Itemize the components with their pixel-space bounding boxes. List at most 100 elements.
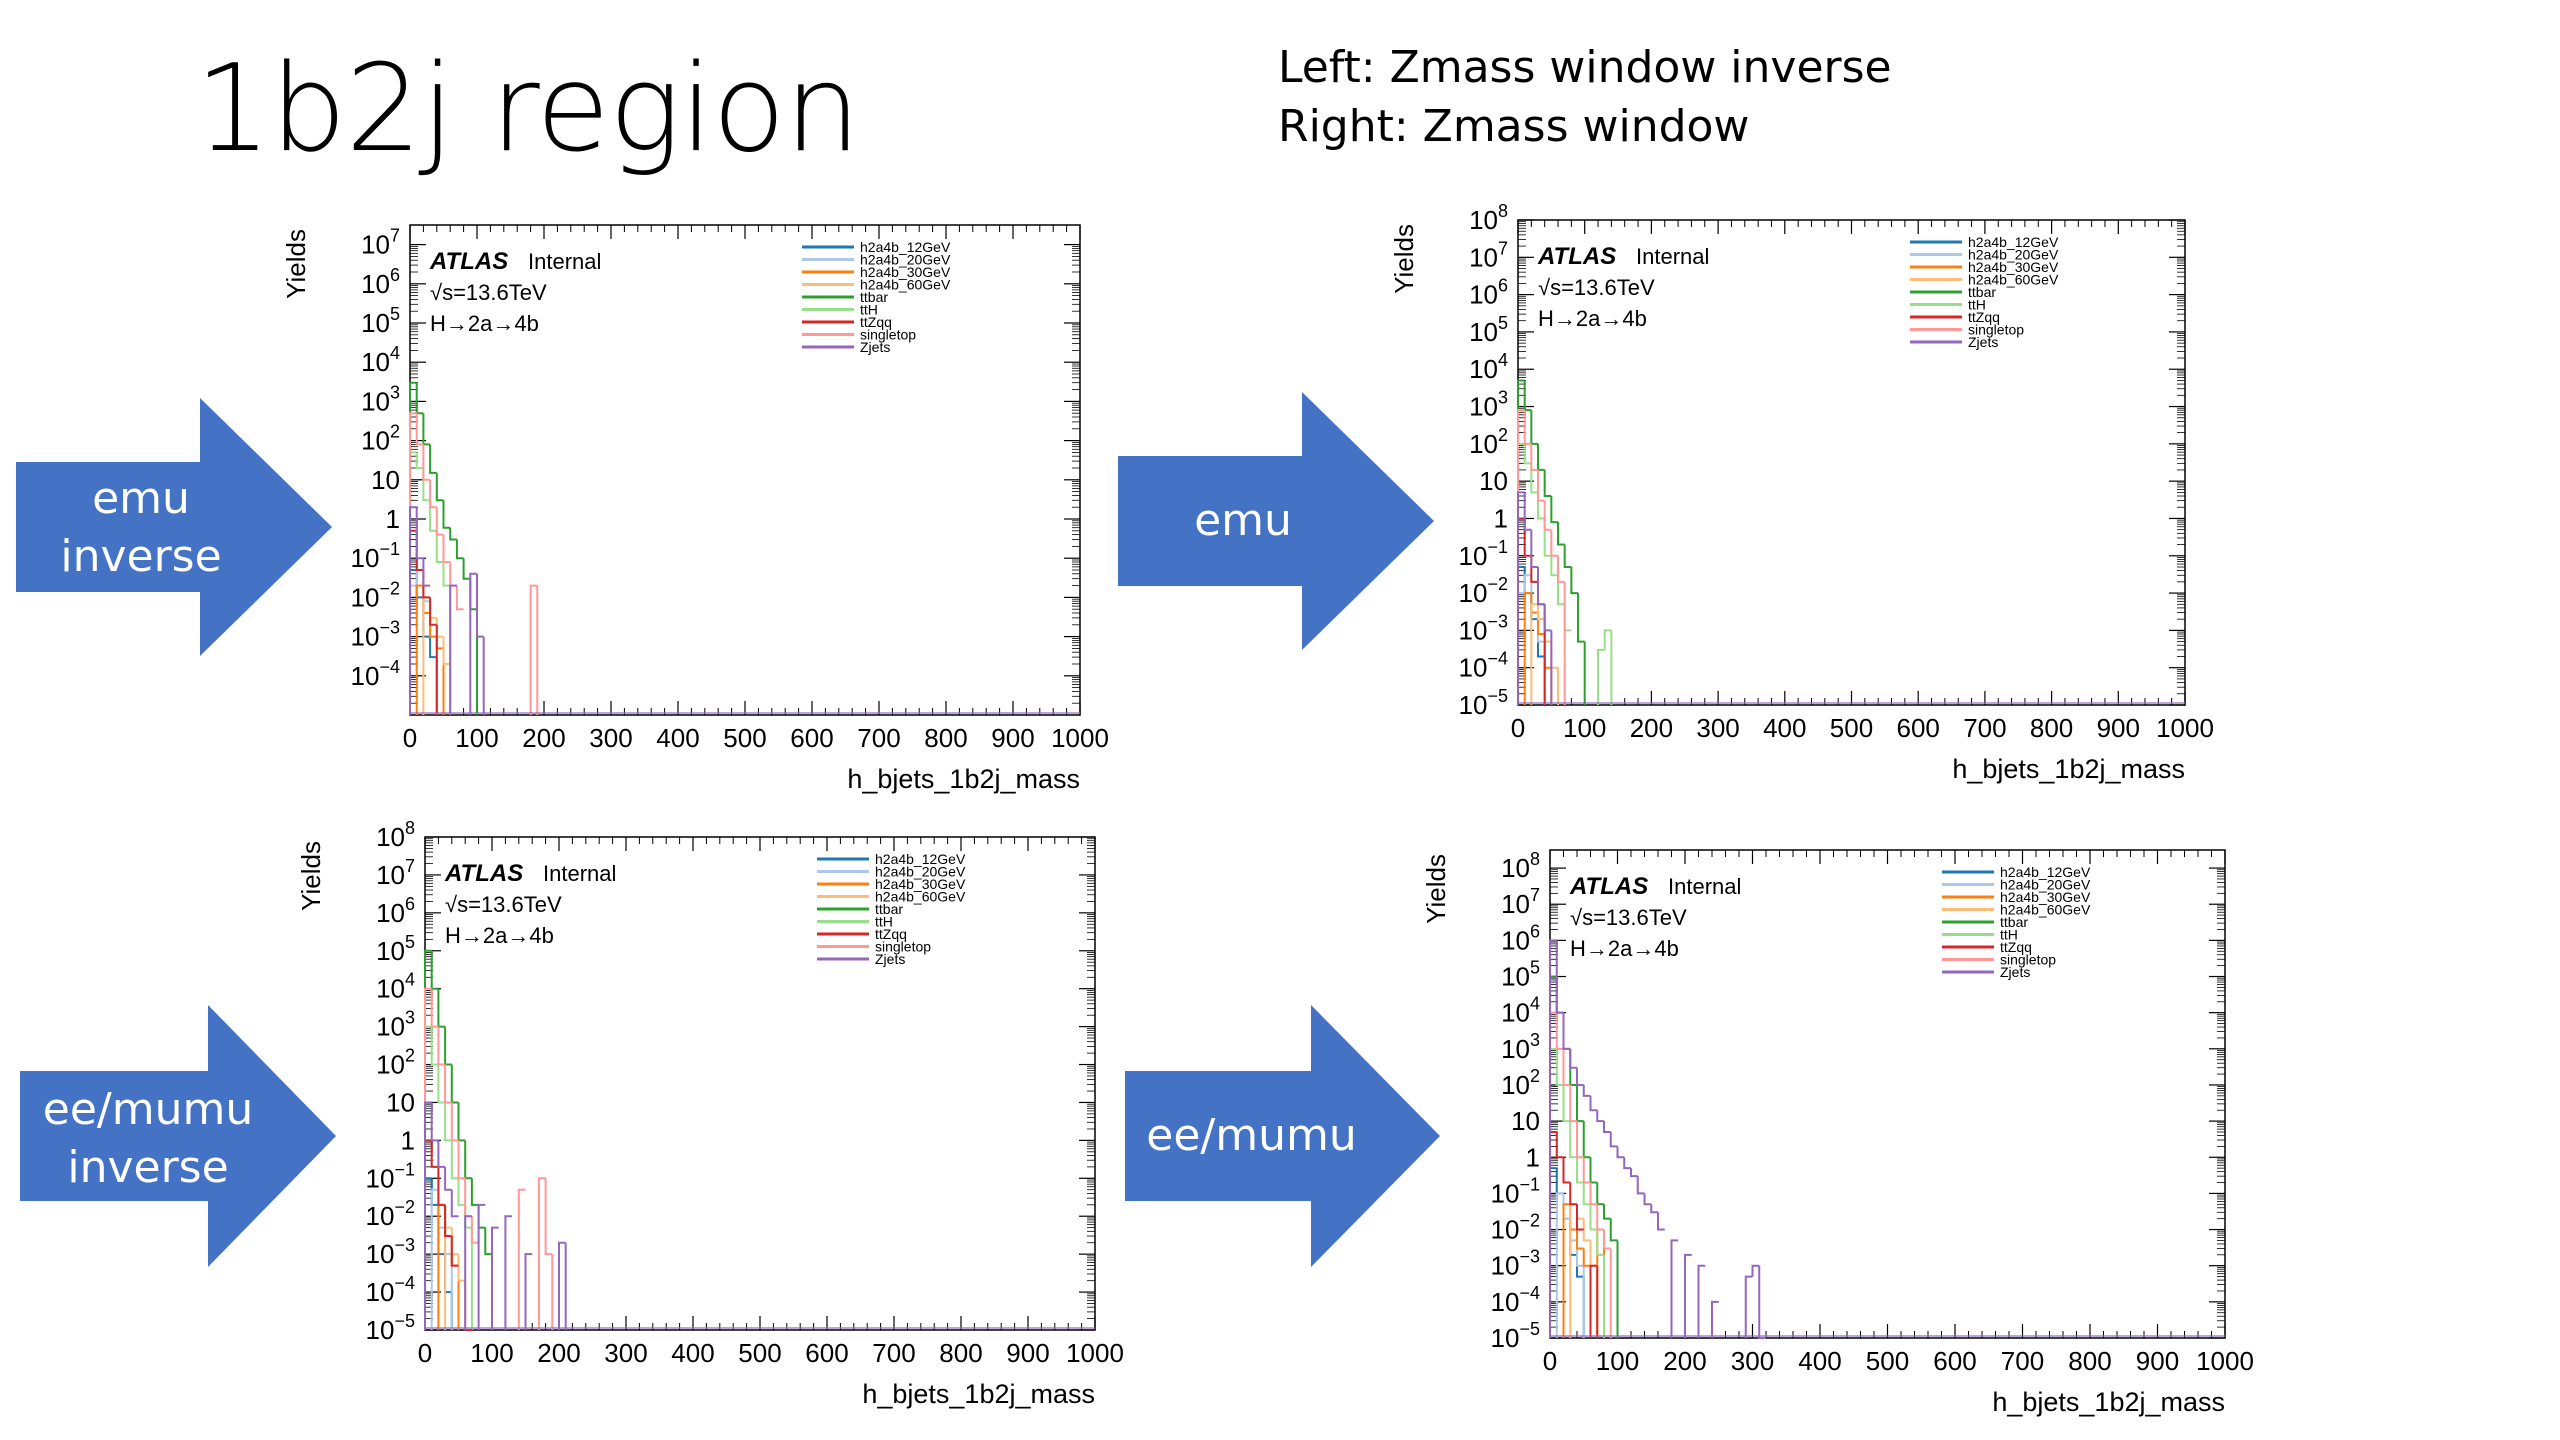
y-tick-label: 10−1 <box>366 1159 415 1193</box>
histogram-bin <box>429 479 437 509</box>
subtitle-line-right: Right: Zmass window <box>1278 101 1750 152</box>
x-tick-label: 0 <box>1543 1346 1557 1376</box>
y-tick-label: 102 <box>376 1046 415 1080</box>
y-tick-label: 108 <box>376 818 415 852</box>
histogram-bin <box>435 636 444 650</box>
series-singletop <box>409 412 539 715</box>
y-tick-label: 103 <box>376 1008 415 1042</box>
histogram-bin <box>435 617 444 638</box>
histogram-bin <box>422 413 431 446</box>
x-tick-label: 500 <box>1866 1346 1909 1376</box>
histogram-bin <box>1543 500 1552 531</box>
x-tick-label: 1000 <box>1066 1338 1124 1368</box>
y-tick-label: 108 <box>1501 849 1540 883</box>
histogram-bin <box>429 601 437 638</box>
x-tick-label: 100 <box>1596 1346 1639 1376</box>
histogram-bin <box>437 1166 446 1206</box>
y-tick-label: 103 <box>361 382 400 416</box>
arrow-shape <box>1118 392 1434 650</box>
histogram-bin <box>1684 1253 1692 1338</box>
series-h2a4b_60GeV <box>444 1226 467 1330</box>
x-tick-label: 0 <box>403 723 417 753</box>
histogram-bin <box>544 1178 553 1256</box>
histogram-bin <box>442 500 451 529</box>
legend-entry: h2a4b_12GeV <box>2000 864 2091 880</box>
eemumu-arrow: ee/mumu <box>1125 1005 1440 1267</box>
x-tick-label: 200 <box>537 1338 580 1368</box>
series-ttbar <box>1517 379 1586 705</box>
histogram-bin <box>1523 592 1532 705</box>
atlas-label: ATLAS <box>1537 243 1616 270</box>
chart-svg: 0 100 200 300 400 500 600 700 800 900 100010810710… <box>1421 849 2254 1417</box>
histogram-bin <box>1603 1121 1611 1133</box>
x-tick-label: 400 <box>1798 1346 1841 1376</box>
x-tick-label: 1000 <box>1051 723 1109 753</box>
series-Zjets <box>1517 491 1553 705</box>
histogram-bin <box>1603 1204 1611 1220</box>
histogram-bin <box>1589 1182 1598 1206</box>
histogram-bin <box>437 1140 446 1168</box>
x-tick-label: 900 <box>2136 1346 2179 1376</box>
x-tick-label: 600 <box>790 723 833 753</box>
histogram-bin <box>1557 522 1565 546</box>
arrow-shape <box>1125 1005 1440 1267</box>
x-axis-title: h_bjets_1b2j_mass <box>847 764 1080 794</box>
histogram-bin <box>1596 1228 1604 1338</box>
histogram-bin <box>409 381 417 715</box>
legend-entry: ttZqq <box>875 926 907 942</box>
x-tick-label: 1000 <box>2156 713 2214 743</box>
histogram-bin <box>1569 1203 1577 1338</box>
histogram-bin <box>442 636 451 665</box>
legend-entry: h2a4b_30GeV <box>860 264 951 280</box>
histogram-bin <box>455 585 464 611</box>
histogram-bin <box>1582 1182 1591 1206</box>
histogram-bin <box>1523 574 1532 594</box>
histogram-bin <box>1563 604 1572 632</box>
x-tick-label: 100 <box>470 1338 513 1368</box>
y-tick-label: 10 <box>386 1087 415 1117</box>
x-tick-label: 600 <box>1933 1346 1976 1376</box>
histogram-bin <box>449 584 457 715</box>
legend-entry: h2a4b_12GeV <box>1968 234 2059 250</box>
x-tick-label: 900 <box>2097 713 2140 743</box>
histogram-bin <box>517 1188 526 1330</box>
histogram-bin <box>442 561 451 587</box>
histogram-bin <box>415 452 424 469</box>
histogram-eemumu-inverse: 0 100 200 300 400 500 600 700 800 900 1000 108 107 10… <box>285 818 1145 1425</box>
energy-label: √s=13.6TeV <box>430 280 547 305</box>
x-tick-label: 400 <box>656 723 699 753</box>
x-axis-title: h_bjets_1b2j_mass <box>862 1379 1095 1409</box>
series-h2a4b_30GeV <box>437 1203 460 1330</box>
legend-entry: ttbar <box>875 901 903 917</box>
histogram-bin <box>1589 1157 1598 1184</box>
histogram-bin <box>437 988 446 1028</box>
histogram-bin <box>524 1253 533 1330</box>
histogram-bin <box>1636 1176 1645 1195</box>
histogram-bin <box>444 1102 452 1142</box>
subtitle-line-left: Left: Zmass window inverse <box>1278 42 1892 93</box>
process-label: H→2a→4b <box>1570 936 1679 961</box>
histogram-bin <box>1582 1121 1591 1159</box>
y-tick-label: 107 <box>361 226 400 260</box>
histogram-bin <box>470 1216 479 1244</box>
histogram-bin <box>1530 410 1539 445</box>
histogram-bin <box>437 1064 446 1104</box>
x-tick-label: 900 <box>1006 1338 1049 1368</box>
histogram-bin <box>424 1101 432 1330</box>
histogram-bin <box>430 1188 439 1330</box>
x-tick-label: 0 <box>418 1338 432 1368</box>
eemumu-inverse-arrow: ee/mumu inverse <box>20 1005 336 1267</box>
x-tick-label: 100 <box>1563 713 1606 743</box>
histogram-bin <box>1543 634 1552 669</box>
histogram-bin <box>1543 469 1552 497</box>
histogram-bin <box>424 987 432 1330</box>
histogram-bin <box>1530 529 1539 568</box>
y-tick-label: 10−1 <box>351 539 400 573</box>
arrow-label-line: emu <box>92 473 190 524</box>
histogram-bin <box>1576 1204 1584 1220</box>
histogram-bin <box>1582 1248 1591 1267</box>
x-tick-label: 300 <box>604 1338 647 1368</box>
arrow-label-line: ee/mumu <box>1146 1110 1357 1161</box>
histogram-bin <box>1562 1193 1571 1220</box>
histogram-eemumu: 0 100 200 300 400 500 600 700 800 900 1000 108 107 10… <box>1410 830 2280 1430</box>
